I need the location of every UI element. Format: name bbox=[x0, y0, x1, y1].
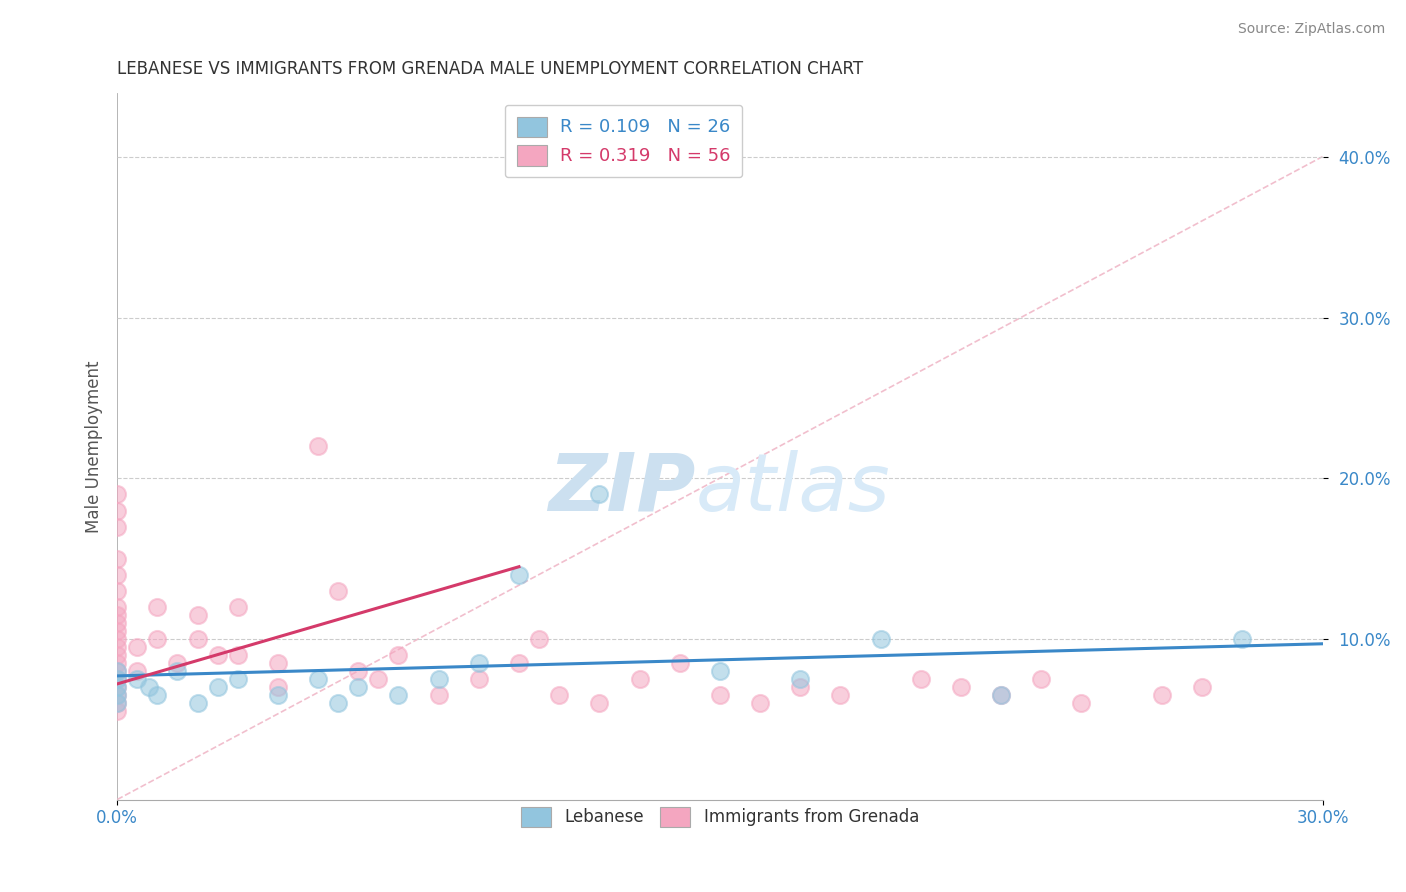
Point bbox=[527, 632, 550, 646]
Point bbox=[1031, 672, 1053, 686]
Point bbox=[1150, 688, 1173, 702]
Point bbox=[709, 664, 731, 678]
Point bbox=[105, 607, 128, 622]
Point bbox=[628, 672, 651, 686]
Point bbox=[105, 615, 128, 630]
Point bbox=[105, 648, 128, 662]
Point bbox=[508, 567, 530, 582]
Point bbox=[207, 680, 229, 694]
Point bbox=[328, 696, 350, 710]
Point bbox=[468, 672, 491, 686]
Point bbox=[588, 487, 610, 501]
Point bbox=[105, 656, 128, 670]
Point bbox=[105, 567, 128, 582]
Point bbox=[105, 503, 128, 517]
Point bbox=[949, 680, 972, 694]
Point bbox=[166, 656, 188, 670]
Point bbox=[1191, 680, 1213, 694]
Point bbox=[347, 680, 370, 694]
Y-axis label: Male Unemployment: Male Unemployment bbox=[86, 360, 103, 533]
Point bbox=[508, 656, 530, 670]
Point bbox=[427, 688, 450, 702]
Point bbox=[105, 680, 128, 694]
Point bbox=[789, 680, 811, 694]
Point bbox=[105, 624, 128, 638]
Point bbox=[468, 656, 491, 670]
Text: atlas: atlas bbox=[696, 450, 890, 528]
Point bbox=[267, 656, 290, 670]
Point bbox=[146, 599, 169, 614]
Point bbox=[990, 688, 1012, 702]
Point bbox=[749, 696, 772, 710]
Point bbox=[105, 672, 128, 686]
Point bbox=[187, 632, 209, 646]
Legend: Lebanese, Immigrants from Grenada: Lebanese, Immigrants from Grenada bbox=[515, 800, 925, 834]
Point bbox=[267, 688, 290, 702]
Point bbox=[1230, 632, 1253, 646]
Point bbox=[830, 688, 852, 702]
Point bbox=[127, 664, 149, 678]
Point bbox=[187, 607, 209, 622]
Point bbox=[105, 519, 128, 533]
Point bbox=[105, 688, 128, 702]
Text: Source: ZipAtlas.com: Source: ZipAtlas.com bbox=[1237, 22, 1385, 37]
Point bbox=[127, 672, 149, 686]
Point bbox=[105, 664, 128, 678]
Point bbox=[105, 632, 128, 646]
Point bbox=[105, 487, 128, 501]
Point bbox=[105, 696, 128, 710]
Point bbox=[347, 664, 370, 678]
Point bbox=[267, 680, 290, 694]
Point bbox=[789, 672, 811, 686]
Point bbox=[226, 599, 249, 614]
Point bbox=[166, 664, 188, 678]
Point bbox=[709, 688, 731, 702]
Point bbox=[105, 599, 128, 614]
Text: ZIP: ZIP bbox=[548, 450, 696, 528]
Point bbox=[668, 656, 690, 670]
Point bbox=[387, 648, 409, 662]
Point bbox=[146, 688, 169, 702]
Point bbox=[105, 664, 128, 678]
Point bbox=[869, 632, 891, 646]
Point bbox=[207, 648, 229, 662]
Point bbox=[990, 688, 1012, 702]
Point bbox=[328, 583, 350, 598]
Text: LEBANESE VS IMMIGRANTS FROM GRENADA MALE UNEMPLOYMENT CORRELATION CHART: LEBANESE VS IMMIGRANTS FROM GRENADA MALE… bbox=[117, 60, 863, 78]
Point bbox=[138, 680, 160, 694]
Point bbox=[548, 688, 571, 702]
Point bbox=[226, 672, 249, 686]
Point bbox=[105, 583, 128, 598]
Point bbox=[105, 680, 128, 694]
Point bbox=[367, 672, 389, 686]
Point bbox=[588, 696, 610, 710]
Point bbox=[105, 704, 128, 718]
Point bbox=[105, 551, 128, 566]
Point bbox=[226, 648, 249, 662]
Point bbox=[910, 672, 932, 686]
Point bbox=[105, 640, 128, 654]
Point bbox=[105, 696, 128, 710]
Point bbox=[105, 672, 128, 686]
Point bbox=[387, 688, 409, 702]
Point bbox=[307, 672, 329, 686]
Point bbox=[187, 696, 209, 710]
Point bbox=[127, 640, 149, 654]
Point bbox=[146, 632, 169, 646]
Point bbox=[307, 439, 329, 453]
Point bbox=[105, 688, 128, 702]
Point bbox=[1070, 696, 1092, 710]
Point bbox=[427, 672, 450, 686]
